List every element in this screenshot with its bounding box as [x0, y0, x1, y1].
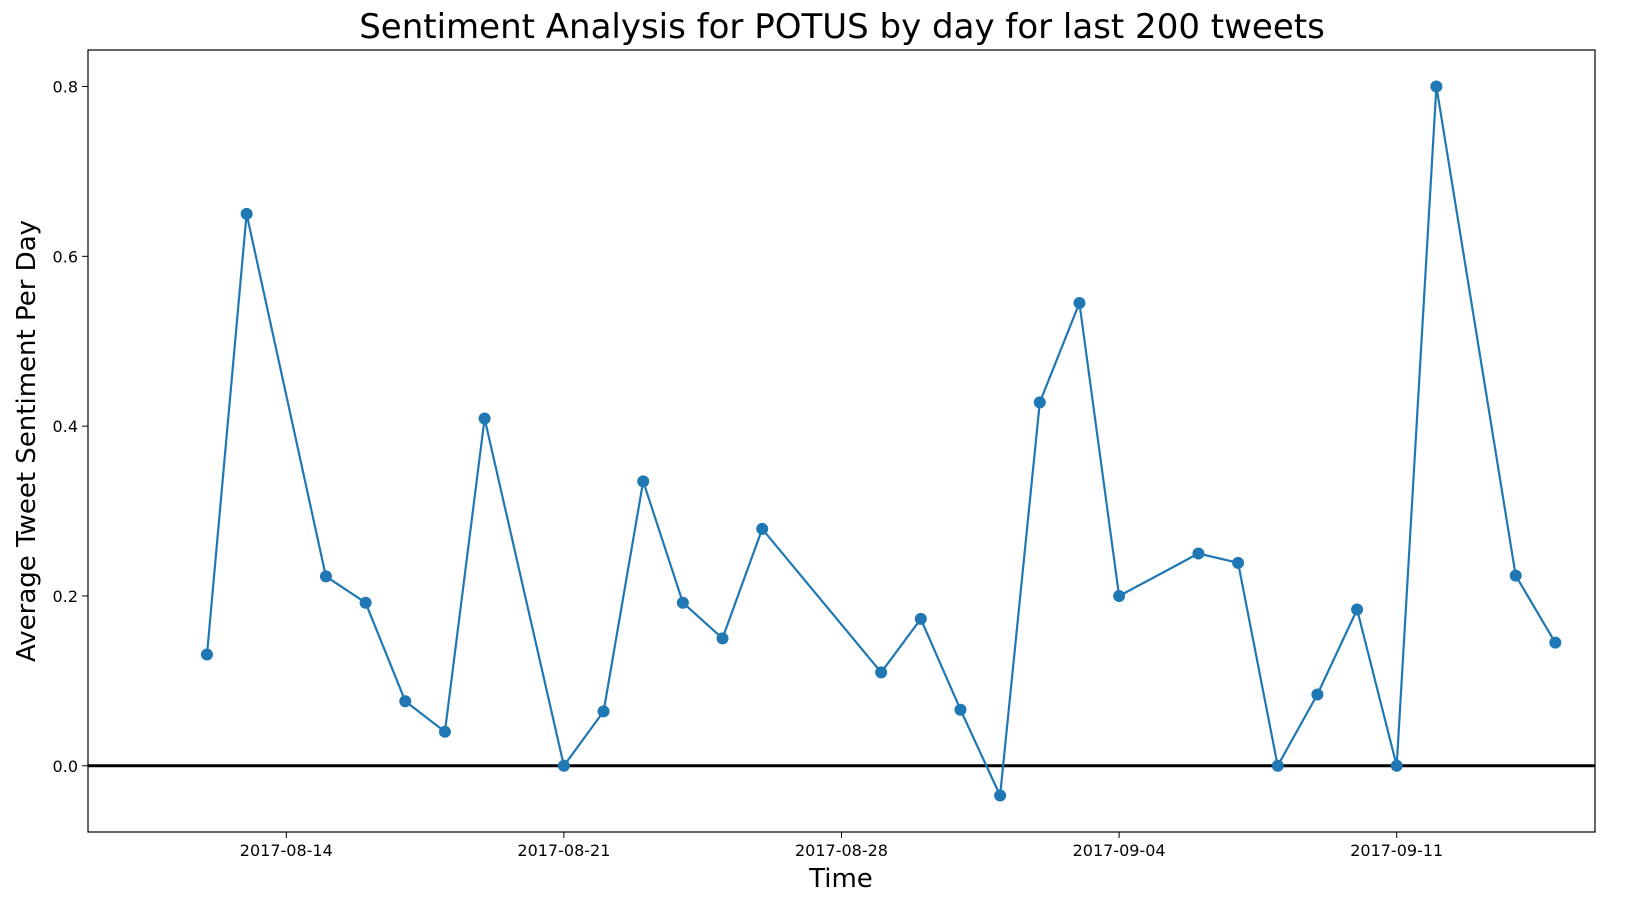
y-axis: 0.0 0.2 0.4 0.6 0.8: [53, 78, 88, 776]
data-point: [1549, 636, 1562, 649]
x-axis-label: Time: [808, 864, 873, 894]
data-point: [676, 596, 689, 609]
data-point: [1073, 297, 1086, 310]
data-point: [954, 703, 967, 716]
data-point: [875, 666, 888, 679]
data-point: [597, 705, 610, 718]
data-point: [399, 695, 412, 708]
data-point: [1033, 396, 1046, 409]
data-point: [240, 207, 253, 220]
data-point: [1430, 80, 1443, 93]
chart-title: Sentiment Analysis for POTUS by day for …: [359, 7, 1325, 47]
plot-area-frame: [87, 49, 1596, 833]
y-axis-label: Average Tweet Sentiment Per Day: [12, 220, 42, 662]
x-tick-label: 2017-09-11: [1350, 841, 1443, 860]
data-point: [716, 632, 729, 645]
series-line: [205, 85, 1557, 797]
data-point: [359, 596, 372, 609]
x-tick-label: 2017-08-14: [240, 841, 333, 860]
x-axis: 2017-08-14 2017-08-21 2017-08-28 2017-09-04…: [240, 832, 1443, 860]
y-tick-label: 0.4: [53, 417, 78, 436]
data-point: [1390, 759, 1403, 772]
data-points: [200, 80, 1562, 802]
y-tick-label: 0.2: [53, 587, 78, 606]
x-tick-label: 2017-09-04: [1073, 841, 1166, 860]
data-point: [637, 475, 650, 488]
y-tick-label: 0.0: [53, 757, 78, 776]
data-point: [1113, 589, 1126, 602]
data-point: [1509, 569, 1522, 582]
y-tick-label: 0.8: [53, 78, 78, 97]
data-point: [994, 789, 1007, 802]
data-point: [319, 570, 332, 583]
y-tick-label: 0.6: [53, 247, 78, 266]
data-point: [1271, 759, 1284, 772]
data-point: [557, 759, 570, 772]
data-point: [914, 612, 927, 625]
data-point: [478, 412, 491, 425]
data-point: [1192, 547, 1205, 560]
data-point: [438, 725, 451, 738]
x-tick-label: 2017-08-21: [517, 841, 610, 860]
data-point: [1351, 603, 1364, 616]
data-point: [200, 648, 213, 661]
data-point: [1311, 688, 1324, 701]
x-tick-label: 2017-08-28: [795, 841, 888, 860]
data-point: [756, 522, 769, 535]
data-point: [1232, 556, 1245, 569]
